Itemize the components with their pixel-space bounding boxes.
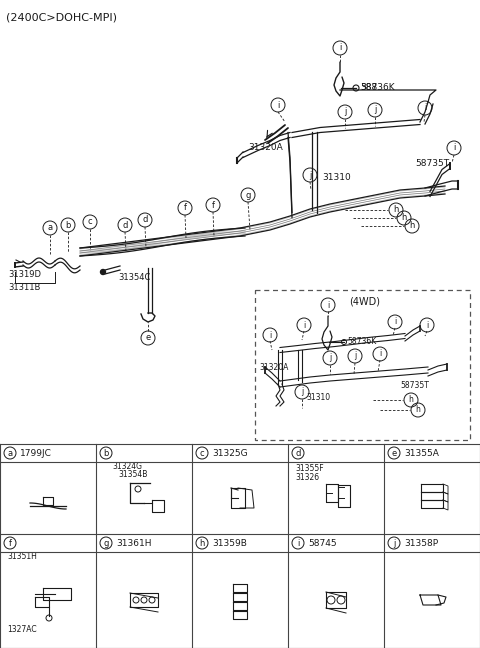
Text: 31354B: 31354B: [118, 470, 147, 479]
Text: e: e: [145, 334, 151, 343]
Text: 31325G: 31325G: [212, 448, 248, 457]
Text: d: d: [142, 216, 148, 224]
Text: 31351H: 31351H: [7, 552, 37, 561]
Text: f: f: [183, 203, 187, 213]
Text: 388: 388: [360, 84, 377, 93]
Text: 31361H: 31361H: [116, 538, 152, 548]
Text: g: g: [245, 191, 251, 200]
Text: 1799JC: 1799JC: [20, 448, 52, 457]
Text: 31355A: 31355A: [404, 448, 439, 457]
Text: (4WD): (4WD): [349, 297, 381, 307]
Text: h: h: [199, 538, 204, 548]
Text: (2400C>DOHC-MPI): (2400C>DOHC-MPI): [6, 13, 117, 23]
Text: 31324G: 31324G: [112, 462, 142, 471]
Text: c: c: [88, 218, 92, 227]
Text: i: i: [424, 104, 426, 113]
Text: h: h: [409, 222, 415, 231]
Text: i: i: [339, 43, 341, 52]
Text: 31354C: 31354C: [118, 273, 150, 283]
Text: g: g: [103, 538, 108, 548]
Text: h: h: [401, 213, 407, 222]
Text: h: h: [393, 205, 399, 214]
Text: j: j: [309, 170, 311, 179]
Circle shape: [100, 270, 106, 275]
Text: 58745: 58745: [308, 538, 336, 548]
Text: 31320A: 31320A: [259, 364, 288, 373]
Text: 58735T: 58735T: [400, 380, 429, 389]
Text: 31359B: 31359B: [212, 538, 247, 548]
Text: h: h: [416, 406, 420, 415]
Text: j: j: [354, 351, 356, 360]
Text: j: j: [329, 354, 331, 362]
Text: 58736K: 58736K: [360, 84, 395, 93]
Text: e: e: [391, 448, 396, 457]
Text: 31310: 31310: [322, 174, 351, 183]
Text: i: i: [277, 100, 279, 110]
Text: f: f: [9, 538, 12, 548]
Text: j: j: [393, 538, 395, 548]
Text: j: j: [344, 108, 346, 117]
Text: 31310: 31310: [306, 393, 330, 402]
Text: 58735T: 58735T: [415, 159, 449, 167]
Text: i: i: [426, 321, 428, 329]
Text: i: i: [379, 349, 381, 358]
Text: 31319D: 31319D: [8, 270, 41, 279]
Text: j: j: [301, 388, 303, 397]
Text: 31326: 31326: [295, 473, 319, 482]
Text: j: j: [374, 106, 376, 115]
Text: b: b: [65, 220, 71, 229]
Text: 31320A: 31320A: [248, 143, 283, 152]
Text: a: a: [7, 448, 12, 457]
Text: 31355F: 31355F: [295, 464, 324, 473]
Text: 31311B: 31311B: [8, 283, 40, 292]
Text: i: i: [269, 330, 271, 340]
Text: i: i: [394, 318, 396, 327]
Text: 1327AC: 1327AC: [7, 625, 36, 634]
Text: f: f: [212, 200, 215, 209]
Text: b: b: [103, 448, 108, 457]
Text: d: d: [295, 448, 300, 457]
Text: i: i: [297, 538, 299, 548]
Text: a: a: [48, 224, 53, 233]
Text: 31358P: 31358P: [404, 538, 438, 548]
Text: 58736K: 58736K: [347, 338, 376, 347]
Text: i: i: [303, 321, 305, 329]
Text: d: d: [122, 220, 128, 229]
Text: i: i: [327, 301, 329, 310]
Text: h: h: [408, 395, 413, 404]
Text: i: i: [453, 143, 455, 152]
Text: c: c: [200, 448, 204, 457]
